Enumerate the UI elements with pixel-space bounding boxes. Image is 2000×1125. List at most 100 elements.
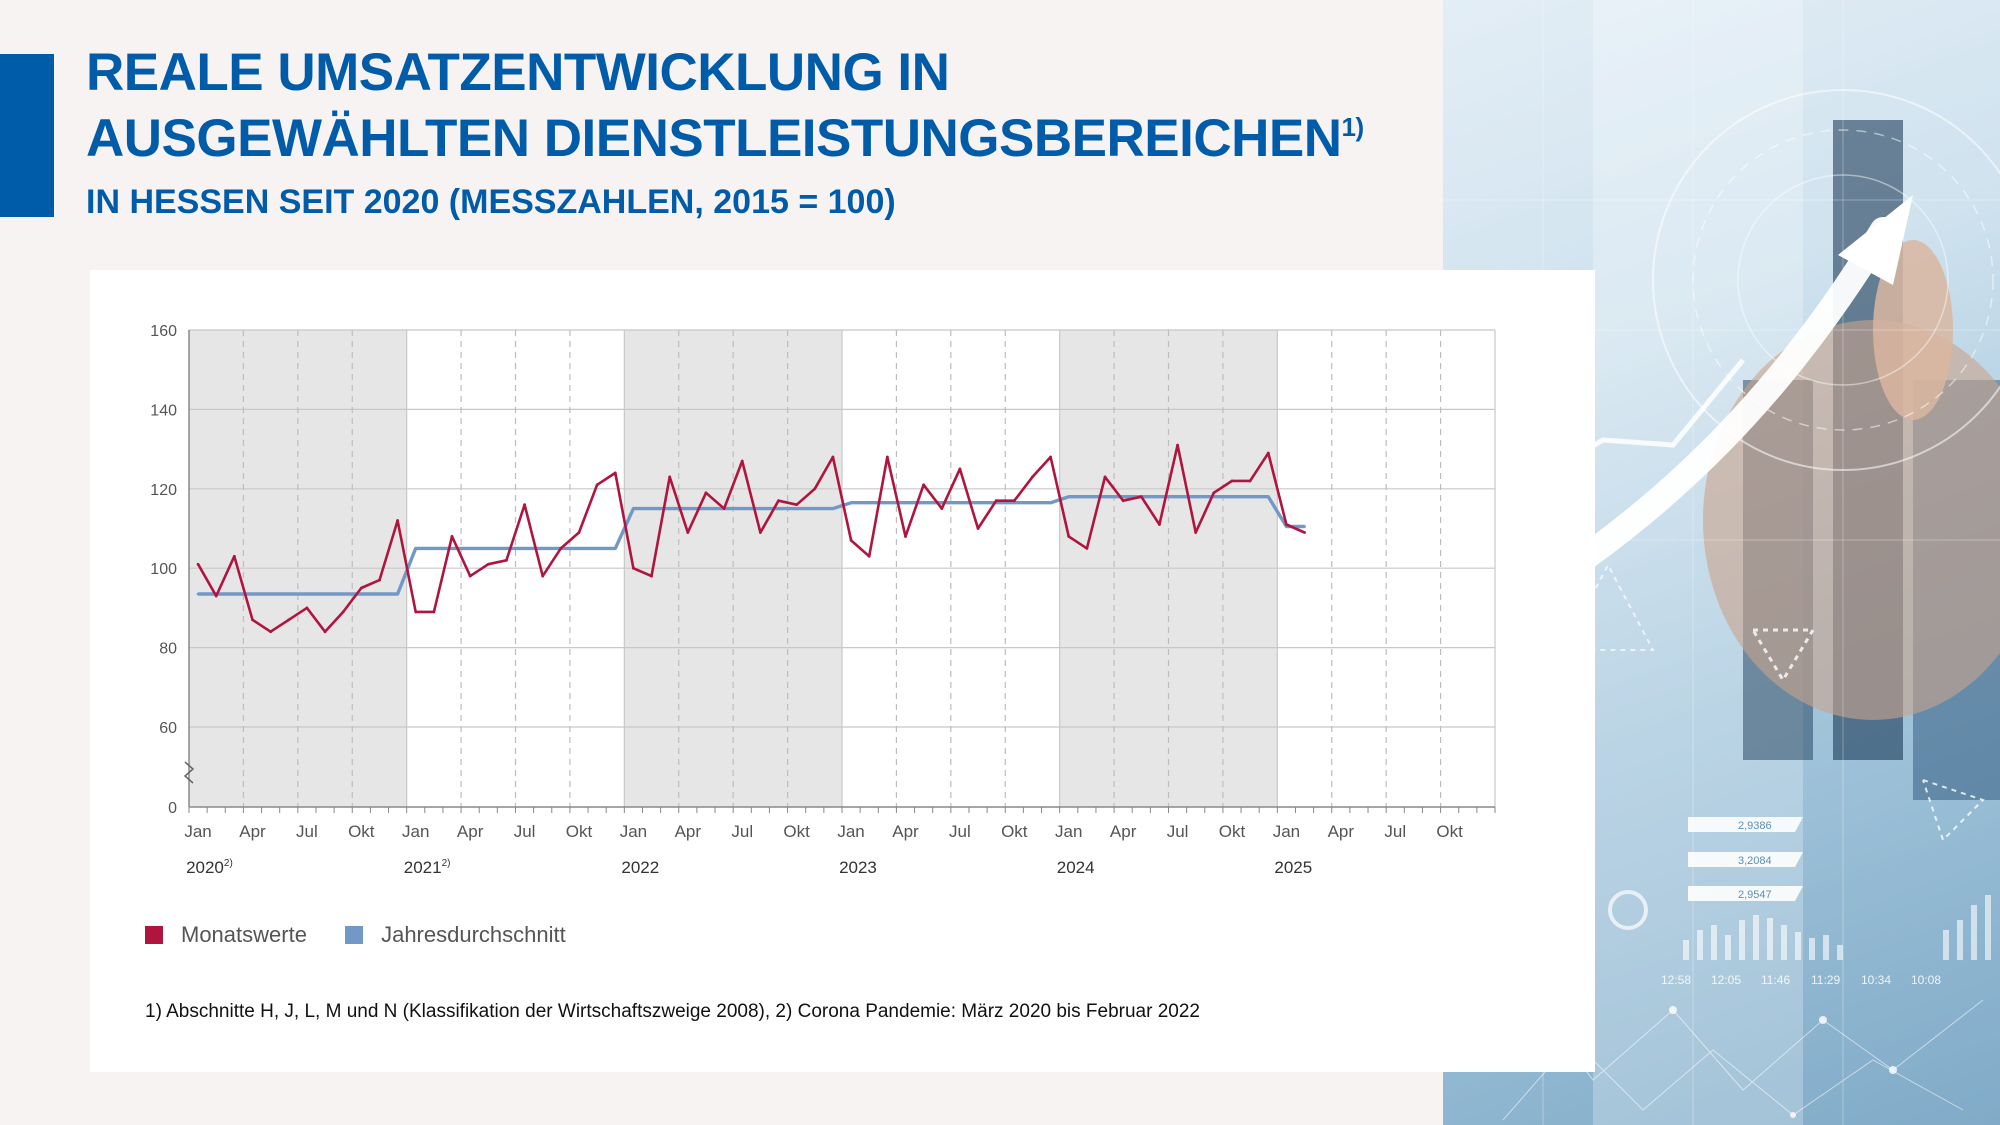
data-point-monthly bbox=[1212, 491, 1216, 495]
time-label-4: 11:29 bbox=[1811, 973, 1840, 987]
data-point-annual bbox=[1194, 495, 1198, 499]
data-point-annual bbox=[541, 546, 545, 550]
data-point-annual bbox=[432, 546, 436, 550]
y-tick-label: 0 bbox=[168, 800, 177, 817]
data-point-annual bbox=[378, 592, 381, 596]
data-point-annual bbox=[686, 507, 690, 511]
x-month-label: Jan bbox=[402, 822, 429, 841]
data-point-annual bbox=[577, 546, 581, 550]
data-visualization-decoration: 2,9386 3,2084 2,9547 12:58 12:05 11:46 1… bbox=[1443, 0, 2000, 1125]
x-month-label: Okt bbox=[1219, 822, 1246, 841]
x-year-label-footnote: 2) bbox=[442, 858, 451, 869]
data-point-annual bbox=[613, 546, 617, 550]
x-month-label: Okt bbox=[783, 822, 810, 841]
data-point-monthly bbox=[287, 618, 291, 622]
data-point-monthly bbox=[1176, 443, 1179, 447]
data-point-annual bbox=[341, 592, 345, 596]
data-point-annual bbox=[196, 592, 200, 596]
data-point-monthly bbox=[795, 503, 799, 507]
time-label-3: 11:46 bbox=[1761, 973, 1790, 987]
data-point-annual bbox=[1031, 501, 1034, 505]
data-point-annual bbox=[1158, 495, 1161, 499]
page-title-line-2: AUSGEWÄHLTEN DIENSTLEISTUNGSBEREICHEN1) bbox=[86, 108, 1364, 169]
x-year-label-footnote: 2) bbox=[224, 858, 233, 869]
data-point-annual bbox=[795, 507, 799, 511]
data-point-monthly bbox=[251, 618, 254, 622]
data-point-annual bbox=[704, 507, 708, 511]
x-month-label: Okt bbox=[566, 822, 593, 841]
time-label-2: 12:05 bbox=[1711, 973, 1741, 987]
data-point-annual bbox=[958, 501, 962, 505]
x-month-label: Jul bbox=[1167, 822, 1189, 841]
data-point-monthly bbox=[904, 535, 907, 538]
data-point-monthly bbox=[450, 535, 454, 538]
data-point-annual bbox=[505, 546, 508, 550]
x-month-label: Apr bbox=[457, 822, 484, 841]
data-point-annual bbox=[523, 546, 526, 550]
data-point-monthly bbox=[976, 527, 980, 530]
data-point-monthly bbox=[505, 558, 508, 562]
data-point-annual bbox=[885, 501, 889, 505]
data-point-annual bbox=[323, 592, 327, 596]
data-point-monthly bbox=[1067, 535, 1071, 538]
data-point-monthly bbox=[341, 610, 345, 614]
data-point-monthly bbox=[378, 578, 381, 582]
x-month-label: Jan bbox=[1055, 822, 1082, 841]
data-point-annual bbox=[1067, 495, 1071, 499]
data-point-monthly bbox=[1049, 455, 1052, 459]
data-point-monthly bbox=[613, 471, 617, 475]
data-point-annual bbox=[1121, 495, 1125, 499]
data-point-monthly bbox=[1285, 523, 1288, 526]
data-point-monthly bbox=[577, 531, 581, 534]
x-month-label: Apr bbox=[1328, 822, 1355, 841]
x-month-label: Jan bbox=[837, 822, 864, 841]
x-year-label: 2022 bbox=[621, 858, 659, 877]
data-point-monthly bbox=[323, 630, 327, 634]
y-tick-label: 80 bbox=[159, 641, 177, 658]
x-month-label: Jan bbox=[184, 822, 211, 841]
data-point-annual bbox=[1176, 495, 1179, 499]
x-month-label: Jul bbox=[296, 822, 318, 841]
data-point-monthly bbox=[885, 455, 889, 459]
data-point-annual bbox=[849, 501, 853, 505]
data-point-monthly bbox=[849, 539, 853, 542]
data-point-annual bbox=[867, 501, 871, 505]
data-point-monthly bbox=[1248, 479, 1252, 483]
data-point-monthly bbox=[777, 499, 780, 503]
data-point-monthly bbox=[1158, 523, 1161, 526]
data-point-monthly bbox=[813, 487, 817, 491]
data-point-monthly bbox=[486, 562, 490, 566]
data-point-monthly bbox=[1266, 451, 1270, 455]
title-footnote-marker: 1) bbox=[1341, 112, 1365, 142]
data-point-annual bbox=[269, 592, 273, 596]
data-point-annual bbox=[740, 507, 744, 511]
data-point-monthly bbox=[1103, 475, 1107, 479]
x-month-label: Jan bbox=[620, 822, 647, 841]
data-point-annual bbox=[287, 592, 291, 596]
data-point-annual bbox=[414, 546, 418, 550]
series-line-monthly bbox=[196, 443, 1306, 634]
photo-label-1: 2,9386 bbox=[1738, 820, 1772, 832]
data-point-monthly bbox=[632, 566, 635, 570]
data-point-monthly bbox=[305, 606, 309, 610]
data-point-monthly bbox=[541, 574, 545, 578]
legend-swatch-annual bbox=[345, 926, 364, 944]
page-title-line-1: REALE UMSATZENTWICKLUNG IN bbox=[86, 43, 950, 102]
data-point-monthly bbox=[994, 499, 998, 503]
data-point-monthly bbox=[468, 574, 472, 578]
data-point-annual bbox=[305, 592, 309, 596]
data-point-annual bbox=[922, 501, 926, 505]
data-point-monthly bbox=[1194, 531, 1198, 534]
data-point-monthly bbox=[668, 475, 672, 479]
data-point-monthly bbox=[1031, 475, 1034, 479]
data-point-annual bbox=[1303, 525, 1306, 528]
data-point-annual bbox=[813, 507, 817, 511]
data-point-annual bbox=[1230, 495, 1234, 499]
data-point-annual bbox=[940, 501, 944, 505]
axis-break-icon bbox=[183, 761, 195, 784]
data-point-monthly bbox=[1230, 479, 1234, 483]
data-point-annual bbox=[468, 546, 472, 550]
data-point-monthly bbox=[523, 503, 526, 507]
data-point-monthly bbox=[650, 574, 653, 578]
data-point-annual bbox=[1085, 495, 1089, 499]
